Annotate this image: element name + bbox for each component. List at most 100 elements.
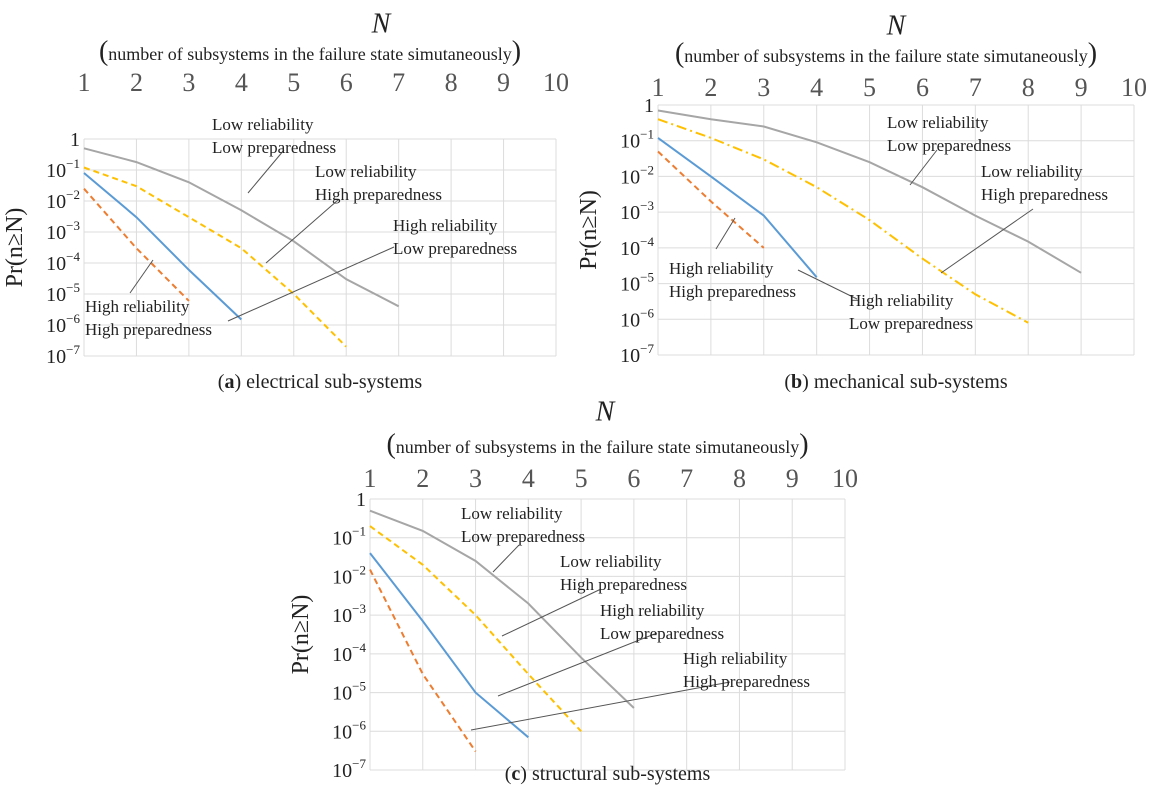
- y-axis-title: Pr(n≥N): [576, 190, 602, 270]
- chart-panel-a: N(number of subsystems in the failure st…: [2, 9, 569, 394]
- y-tick-base: 10: [46, 253, 66, 275]
- y-tick-exponent: −2: [352, 562, 366, 577]
- y-tick-base: 10: [620, 166, 640, 188]
- y-tick-base: 10: [620, 131, 640, 153]
- y-tick-base: 10: [332, 683, 352, 705]
- y-tick-base: 10: [620, 309, 640, 331]
- annotation-leader-line: [129, 259, 154, 294]
- chart-panel-c: N(number of subsystems in the failure st…: [288, 397, 858, 786]
- annotation-leader-line: [497, 632, 658, 697]
- series-line-high-rel-high-prep: [657, 150, 765, 249]
- caption-text: mechanical sub-systems: [809, 371, 1008, 393]
- series-line-low-rel-high-prep: [657, 118, 1029, 324]
- x-tick-label: 4: [522, 464, 535, 493]
- y-tick-exponent: −1: [640, 127, 654, 142]
- y-tick-base: 10: [46, 346, 66, 368]
- x-tick-label: 5: [575, 464, 588, 493]
- y-tick-label: 10−4: [620, 234, 654, 260]
- annotation-label-line1: High reliability: [683, 649, 788, 668]
- annotation-label-line2: Low preparedness: [600, 624, 724, 643]
- annotation-label-line1: Low reliability: [315, 162, 417, 181]
- annotation-label-line2: Low preparedness: [461, 527, 585, 546]
- y-tick-label: 10−1: [46, 156, 80, 182]
- x-tick-label: 2: [416, 464, 429, 493]
- y-tick-base: 10: [332, 566, 352, 588]
- y-tick-label: 10−6: [620, 305, 654, 331]
- caption-text: structural sub-systems: [527, 763, 711, 785]
- y-tick-exponent: −6: [352, 717, 366, 732]
- caption-paren-close: ): [520, 763, 527, 785]
- x-tick-label: 8: [445, 68, 458, 97]
- annotation-leader-line: [492, 544, 520, 573]
- caption-paren-open: (: [784, 371, 791, 393]
- series-line-low-rel-low-prep: [369, 509, 635, 709]
- x-tick-label: 5: [863, 73, 876, 102]
- y-tick-exponent: −4: [352, 640, 366, 655]
- caption-letter: c: [511, 763, 520, 785]
- y-tick-label: 1: [356, 489, 366, 511]
- annotation-leader-line: [715, 217, 736, 250]
- y-axis-title: Pr(n≥N): [288, 595, 314, 675]
- y-tick-base: 10: [620, 238, 640, 260]
- annotation-label-line1: Low reliability: [212, 115, 314, 134]
- y-tick-label: 10−5: [620, 270, 654, 296]
- grid: [369, 498, 846, 771]
- annotation-label-line2: High preparedness: [683, 672, 810, 691]
- y-axis-title: Pr(n≥N): [2, 208, 28, 288]
- y-tick-label: 10−2: [46, 187, 80, 213]
- y-tick-label: 1: [644, 95, 654, 117]
- annotation-label-line2: Low preparedness: [212, 138, 336, 157]
- paren-open: (: [99, 36, 108, 67]
- y-tick-label: 10−4: [46, 249, 80, 275]
- x-tick-label: 7: [392, 68, 405, 97]
- y-tick-exponent: −6: [66, 311, 80, 326]
- annotation-label-line2: Low preparedness: [849, 314, 973, 333]
- annotation-label-line1: High reliability: [600, 601, 705, 620]
- y-tick-exponent: −1: [66, 156, 80, 171]
- y-tick-exponent: −1: [352, 524, 366, 539]
- x-tick-label: 7: [969, 73, 982, 102]
- x-tick-label: 8: [733, 464, 746, 493]
- x-axis-title: N: [886, 11, 907, 42]
- annotation-label-line2: High preparedness: [981, 185, 1108, 204]
- annotation-label-line1: Low reliability: [887, 113, 989, 132]
- annotation-label-line1: High reliability: [669, 259, 774, 278]
- x-axis-title: N: [371, 9, 392, 40]
- x-axis-title: N: [595, 397, 616, 428]
- series-line-low-rel-high-prep: [369, 525, 582, 732]
- annotation-label-line1: Low reliability: [981, 162, 1083, 181]
- y-tick-base: 10: [46, 160, 66, 182]
- y-tick-base: 10: [620, 345, 640, 367]
- y-tick-label: 10−5: [46, 280, 80, 306]
- x-tick-label: 3: [757, 73, 770, 102]
- caption-letter: a: [224, 371, 234, 393]
- grid: [83, 138, 557, 357]
- x-axis-subtitle-text: number of subsystems in the failure stat…: [396, 437, 799, 457]
- y-tick-label: 10−2: [620, 162, 654, 188]
- caption-paren-close: ): [802, 371, 809, 393]
- x-tick-label: 6: [916, 73, 929, 102]
- annotation-label-line1: High reliability: [85, 297, 190, 316]
- caption-paren-close: ): [234, 371, 241, 393]
- y-tick-label: 10−3: [46, 218, 80, 244]
- caption-paren-open: (: [505, 763, 512, 785]
- y-tick-base: 10: [46, 222, 66, 244]
- paren-close: ): [1088, 38, 1097, 69]
- y-tick-exponent: −5: [66, 280, 80, 295]
- x-tick-label: 9: [1075, 73, 1088, 102]
- x-tick-label: 8: [1022, 73, 1035, 102]
- x-tick-label: 1: [364, 464, 377, 493]
- y-tick-label: 10−6: [46, 311, 80, 337]
- chart-panel-b: N ( number of subsystems in the failure st…: [576, 11, 1147, 394]
- x-axis-subtitle-text: number of subsystems in the failure stat…: [684, 46, 1087, 66]
- y-tick-base: 10: [332, 760, 352, 782]
- y-tick-label: 10−2: [332, 562, 366, 588]
- x-tick-label: 1: [78, 68, 91, 97]
- y-tick-exponent: −7: [640, 341, 654, 356]
- annotation-label-line2: High preparedness: [669, 282, 796, 301]
- paren-open: (: [386, 429, 395, 460]
- x-tick-label: 6: [340, 68, 353, 97]
- series-line-low-rel-low-prep: [657, 109, 1082, 274]
- annotation-label-line2: Low preparedness: [393, 239, 517, 258]
